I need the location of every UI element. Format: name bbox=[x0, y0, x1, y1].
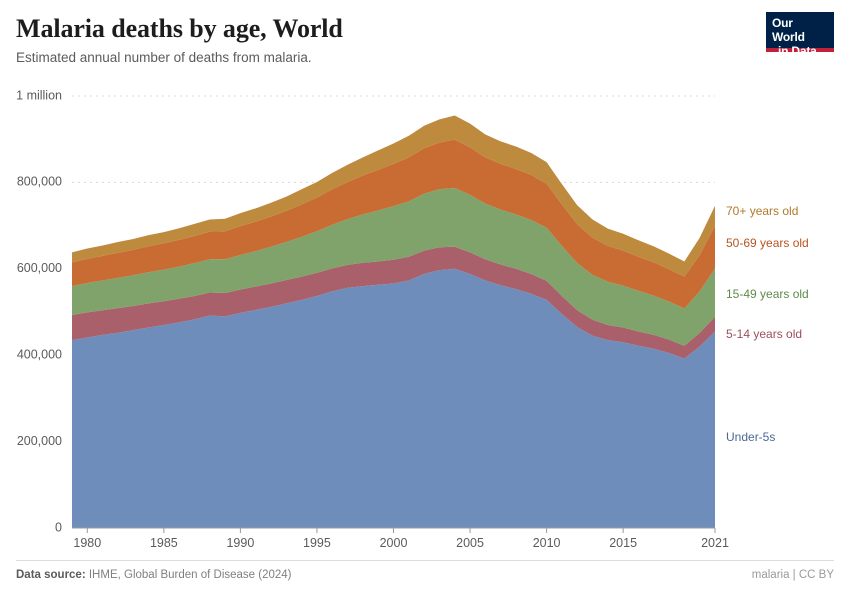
chart-footer: Data source: IHME, Global Burden of Dise… bbox=[16, 560, 834, 588]
area-series-5-14-years-old[interactable] bbox=[72, 246, 715, 359]
plot-area[interactable]: 0 200,000 400,000 600,000 800,000 1 million 19… bbox=[0, 84, 850, 554]
series-legend-label[interactable]: Under-5s bbox=[726, 430, 775, 444]
area-series-15-49-years-old[interactable] bbox=[72, 188, 715, 346]
chart-subtitle: Estimated annual number of deaths from m… bbox=[16, 50, 312, 65]
series-legend-label[interactable]: 5-14 years old bbox=[726, 327, 802, 341]
series-legend-label[interactable]: 50-69 years old bbox=[726, 236, 809, 250]
y-axis-tick-label: 0 bbox=[55, 520, 62, 534]
license-note: malaria | CC BY bbox=[751, 569, 834, 581]
y-axis-tick-label: 1 million bbox=[16, 88, 62, 102]
x-axis-tick-label: 1980 bbox=[73, 536, 101, 550]
x-axis-tick-label: 1995 bbox=[303, 536, 331, 550]
area-series-under-5s[interactable] bbox=[72, 268, 715, 528]
logo-line-1: Our World bbox=[772, 16, 805, 44]
x-axis-tick-label: 2021 bbox=[701, 536, 729, 550]
x-axis-tick-label: 1990 bbox=[226, 536, 254, 550]
x-axis-tick-label: 2005 bbox=[456, 536, 484, 550]
x-axis-tick-label: 2010 bbox=[533, 536, 561, 550]
data-source-text: IHME, Global Burden of Disease (2024) bbox=[85, 569, 292, 581]
y-axis-tick-label: 800,000 bbox=[17, 175, 62, 189]
x-axis-tick-label: 2015 bbox=[609, 536, 637, 550]
data-source: Data source: IHME, Global Burden of Dise… bbox=[16, 569, 292, 581]
data-source-label: Data source: bbox=[16, 569, 86, 581]
y-axis-tick-label: 400,000 bbox=[17, 347, 62, 361]
x-axis-tick-label: 1985 bbox=[150, 536, 178, 550]
area-series-70-years-old[interactable] bbox=[72, 115, 715, 277]
y-axis-tick-label: 600,000 bbox=[17, 261, 62, 275]
y-axis-tick-label: 200,000 bbox=[17, 434, 62, 448]
area-series-50-69-years-old[interactable] bbox=[72, 139, 715, 309]
series-legend-label[interactable]: 15-49 years old bbox=[726, 287, 809, 301]
series-legend-label[interactable]: 70+ years old bbox=[726, 204, 798, 218]
stacked-area-chart[interactable]: 0 200,000 400,000 600,000 800,000 1 million 19… bbox=[0, 84, 850, 554]
page-title: Malaria deaths by age, World bbox=[16, 14, 343, 43]
our-world-in-data-logo[interactable]: Our World in Data bbox=[766, 12, 834, 58]
chart-header: Malaria deaths by age, World Estimated a… bbox=[16, 12, 834, 74]
logo-line-2: in Data bbox=[778, 44, 817, 58]
x-axis-tick-label: 2000 bbox=[380, 536, 408, 550]
